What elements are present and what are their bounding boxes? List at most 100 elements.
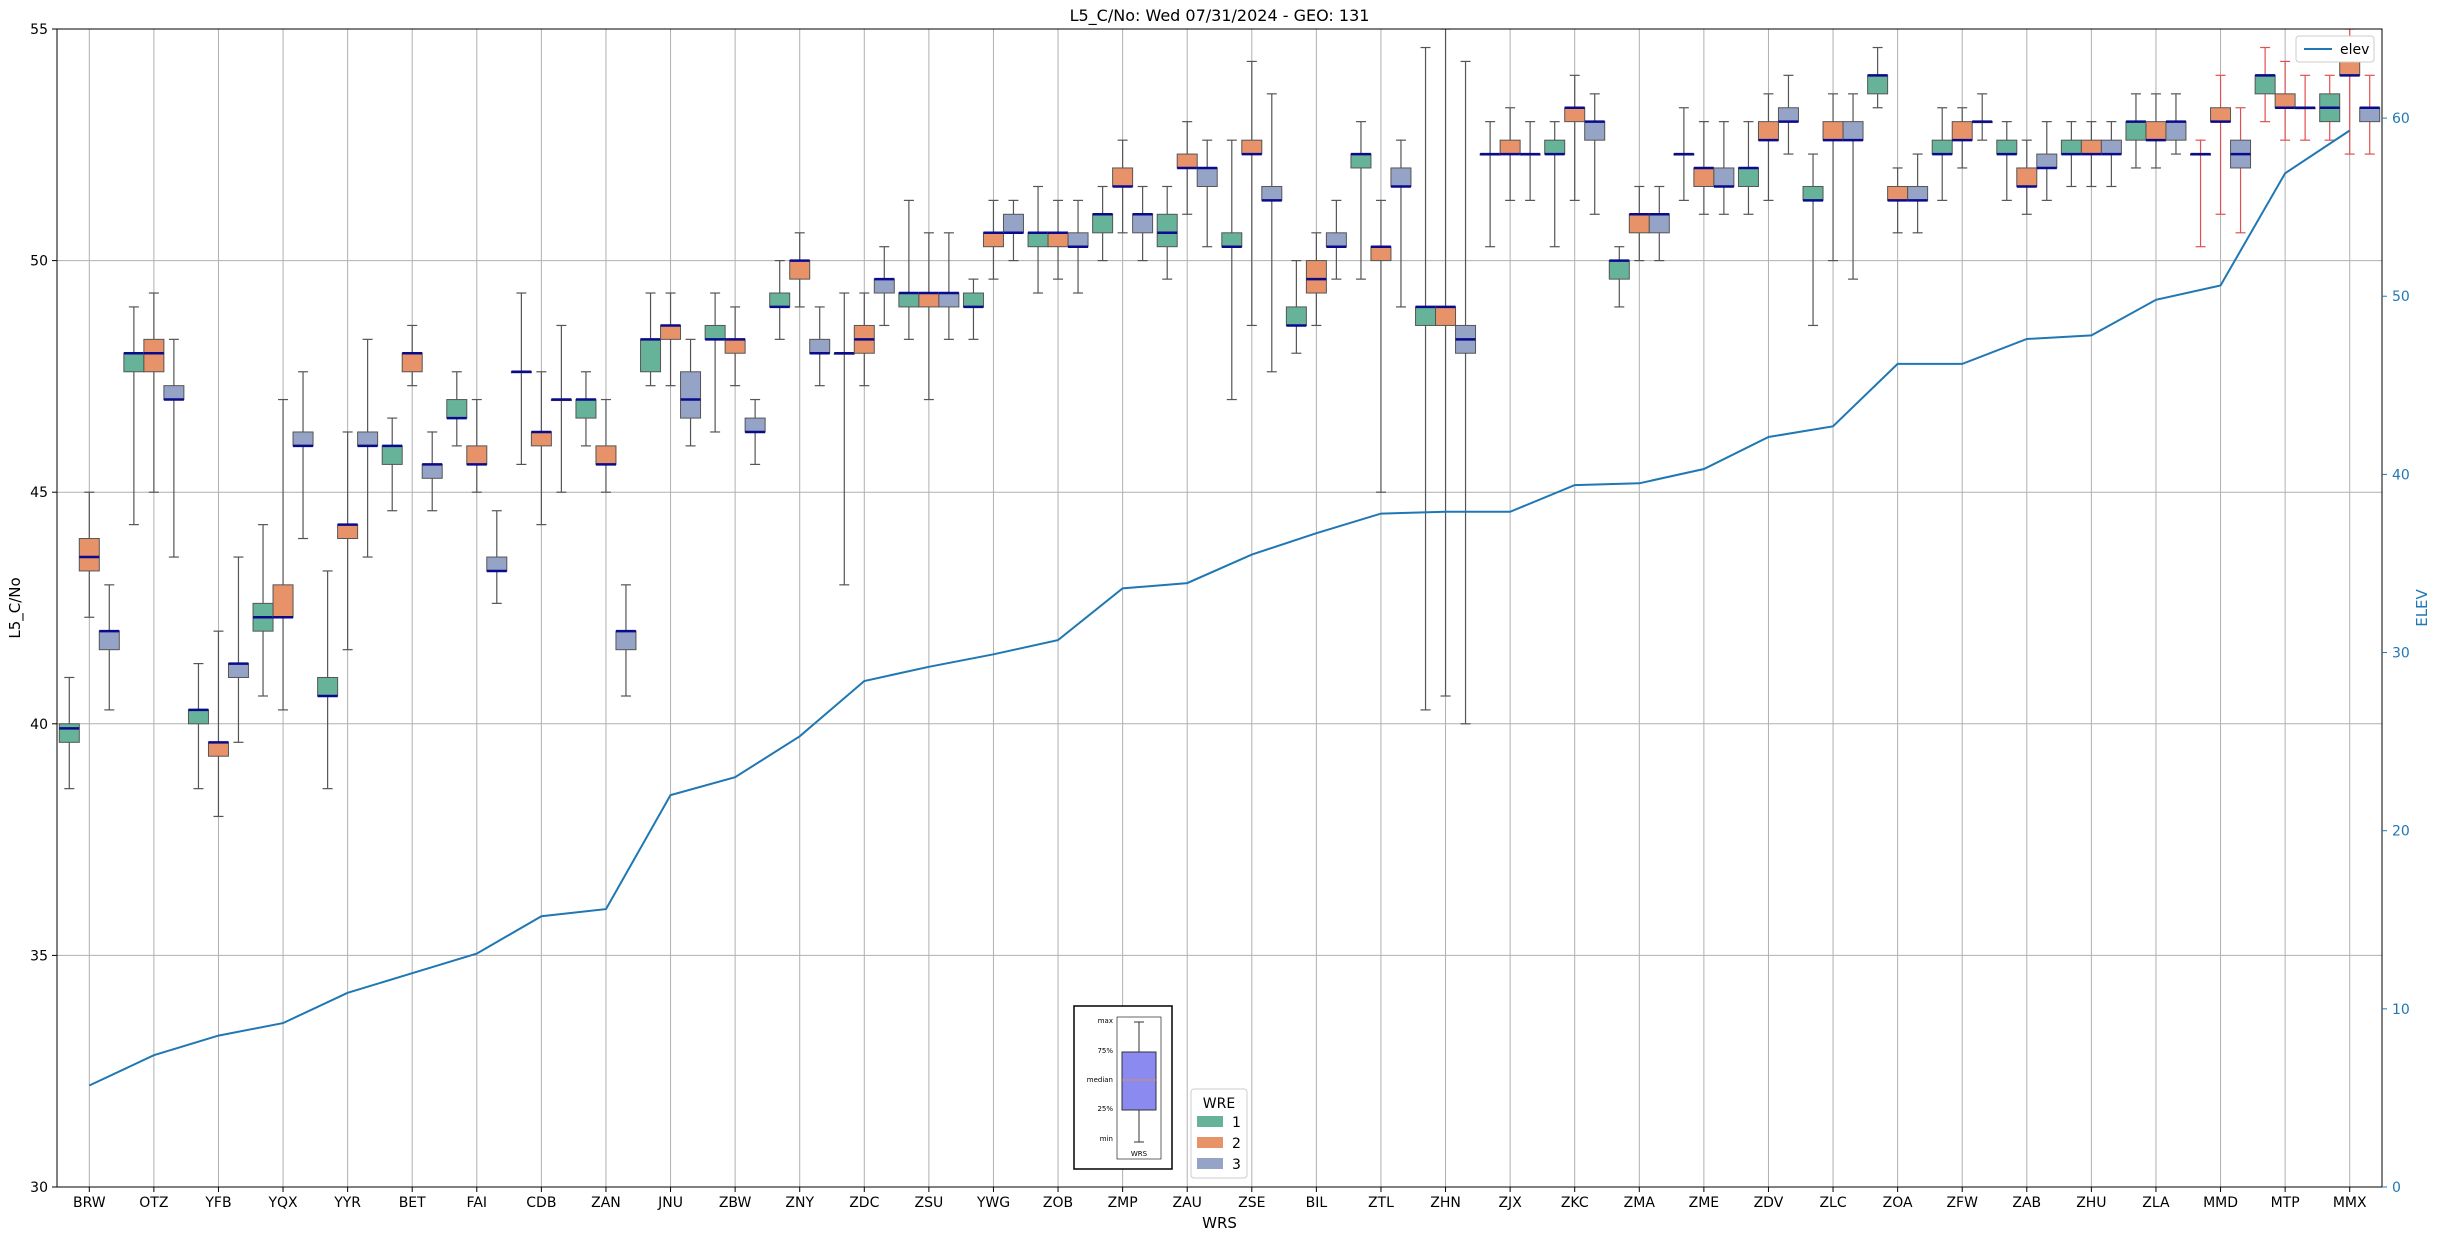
- box-iqr: [143, 338, 165, 373]
- box-ZFW-wre-2: [1951, 107, 1973, 169]
- box-iqr: [123, 352, 145, 373]
- box-iqr: [337, 524, 359, 540]
- box-ZDC-wre-2: [853, 292, 875, 387]
- box-ZME-wre-3: [1713, 121, 1735, 215]
- box-iqr: [918, 292, 940, 308]
- box-CDB-wre-2: [530, 371, 552, 526]
- box-iqr: [744, 417, 766, 433]
- box-FAI-wre-2: [466, 398, 488, 493]
- legend-wre-swatch: [1197, 1116, 1223, 1127]
- box-ZOB-wre-3: [1067, 199, 1089, 294]
- box-FAI-wre-3: [486, 510, 508, 604]
- box-iqr: [2036, 153, 2058, 169]
- box-plots: [58, 29, 2381, 818]
- inset-key-label: 25%: [1097, 1105, 1113, 1113]
- x-tick-label: ZBW: [719, 1195, 752, 1211]
- box-ZMA-wre-2: [1628, 185, 1650, 262]
- x-tick-label: BIL: [1306, 1195, 1328, 1211]
- box-ZDV-wre-3: [1777, 74, 1799, 155]
- box-YQX-wre-2: [272, 398, 294, 711]
- box-MMX-wre-3: [2359, 74, 2381, 155]
- box-iqr: [486, 556, 508, 572]
- box-iqr: [1648, 213, 1670, 234]
- box-iqr: [2339, 60, 2361, 76]
- box-ZDC-wre-3: [873, 246, 895, 327]
- y2-tick-label: 0: [2392, 1180, 2401, 1196]
- box-iqr: [1713, 167, 1735, 187]
- box-iqr: [1544, 139, 1566, 155]
- box-ZSE-wre-3: [1261, 93, 1283, 373]
- y-axis-label: L5_C/No: [6, 577, 25, 638]
- box-ZFW-wre-3: [1971, 93, 1993, 141]
- box-iqr: [615, 630, 637, 651]
- box-iqr: [680, 371, 702, 419]
- x-tick-label: ZLA: [2142, 1195, 2170, 1211]
- box-iqr: [1931, 139, 1953, 155]
- x-tick-label: ZSE: [1238, 1195, 1265, 1211]
- x-tick-label: ZHU: [2076, 1195, 2106, 1211]
- x-tick-label: ZNY: [785, 1195, 814, 1211]
- legend-wre-label: 3: [1232, 1157, 1241, 1173]
- box-YFB-wre-3: [227, 556, 249, 743]
- box-ZTL-wre-2: [1370, 199, 1392, 493]
- box-iqr: [1867, 74, 1889, 95]
- box-ZLC-wre-3: [1842, 93, 1864, 280]
- legend-elev-label: elev: [2340, 42, 2369, 58]
- box-iqr: [1156, 213, 1178, 248]
- y-axis: 30 35 40 45 50 55: [30, 22, 57, 1196]
- box-iqr: [2210, 107, 2232, 123]
- box-BET-wre-2: [401, 324, 423, 387]
- x-tick-label: ZAB: [2012, 1195, 2041, 1211]
- box-iqr: [640, 338, 662, 373]
- x-tick-label: ZJX: [1498, 1195, 1522, 1211]
- box-iqr: [530, 431, 552, 447]
- box-iqr: [292, 431, 314, 447]
- box-iqr: [1196, 167, 1218, 187]
- box-ZHU-wre-3: [2100, 121, 2122, 188]
- box-iqr: [381, 445, 403, 465]
- box-ZFW-wre-1: [1931, 107, 1953, 201]
- box-ZMA-wre-1: [1608, 246, 1630, 308]
- x-tick-label: ZDC: [849, 1195, 879, 1211]
- y2-tick-label: 40: [2392, 467, 2410, 483]
- box-ZDV-wre-1: [1737, 121, 1759, 215]
- inset-key-label: median: [1087, 1076, 1113, 1084]
- box-iqr: [898, 292, 920, 308]
- box-ZOA-wre-3: [1907, 153, 1929, 234]
- series-wre-3: [98, 60, 2381, 743]
- box-iqr: [446, 399, 468, 419]
- box-iqr: [1996, 139, 2018, 155]
- box-iqr: [357, 431, 379, 447]
- y2-axis: 0 10 20 30 40 50 60: [2382, 111, 2410, 1196]
- box-ZLA-wre-3: [2165, 93, 2187, 155]
- box-iqr: [1092, 213, 1114, 234]
- box-iqr: [1951, 121, 1973, 141]
- box-iqr: [704, 324, 726, 340]
- box-ZJX-wre-1: [1479, 121, 1501, 248]
- box-iqr: [1822, 121, 1844, 141]
- x-tick-label: ZTL: [1368, 1195, 1394, 1211]
- plot-area: [57, 29, 2382, 1187]
- box-iqr: [1777, 107, 1799, 123]
- box-ZAU-wre-2: [1176, 121, 1198, 215]
- box-iqr: [1584, 121, 1606, 141]
- box-ZOA-wre-1: [1867, 46, 1889, 109]
- box-ZMA-wre-3: [1648, 185, 1670, 262]
- box-ZDV-wre-2: [1757, 93, 1779, 201]
- box-iqr: [58, 723, 80, 743]
- box-iqr: [660, 324, 682, 340]
- box-iqr: [1176, 153, 1198, 169]
- box-iqr: [1027, 232, 1049, 248]
- box-iqr: [272, 584, 294, 618]
- box-ZHN-wre-3: [1455, 60, 1477, 725]
- box-iqr: [1350, 153, 1372, 169]
- box-iqr: [2100, 139, 2122, 155]
- box-iqr: [1285, 306, 1307, 326]
- x-tick-label: BET: [399, 1195, 426, 1211]
- box-ZSE-wre-1: [1221, 139, 1243, 401]
- box-YFB-wre-2: [207, 630, 229, 818]
- box-BIL-wre-1: [1285, 260, 1307, 354]
- y2-tick-label: 20: [2392, 824, 2410, 840]
- x-tick-label: ZSU: [915, 1195, 944, 1211]
- x-tick-label: ZMA: [1624, 1195, 1656, 1211]
